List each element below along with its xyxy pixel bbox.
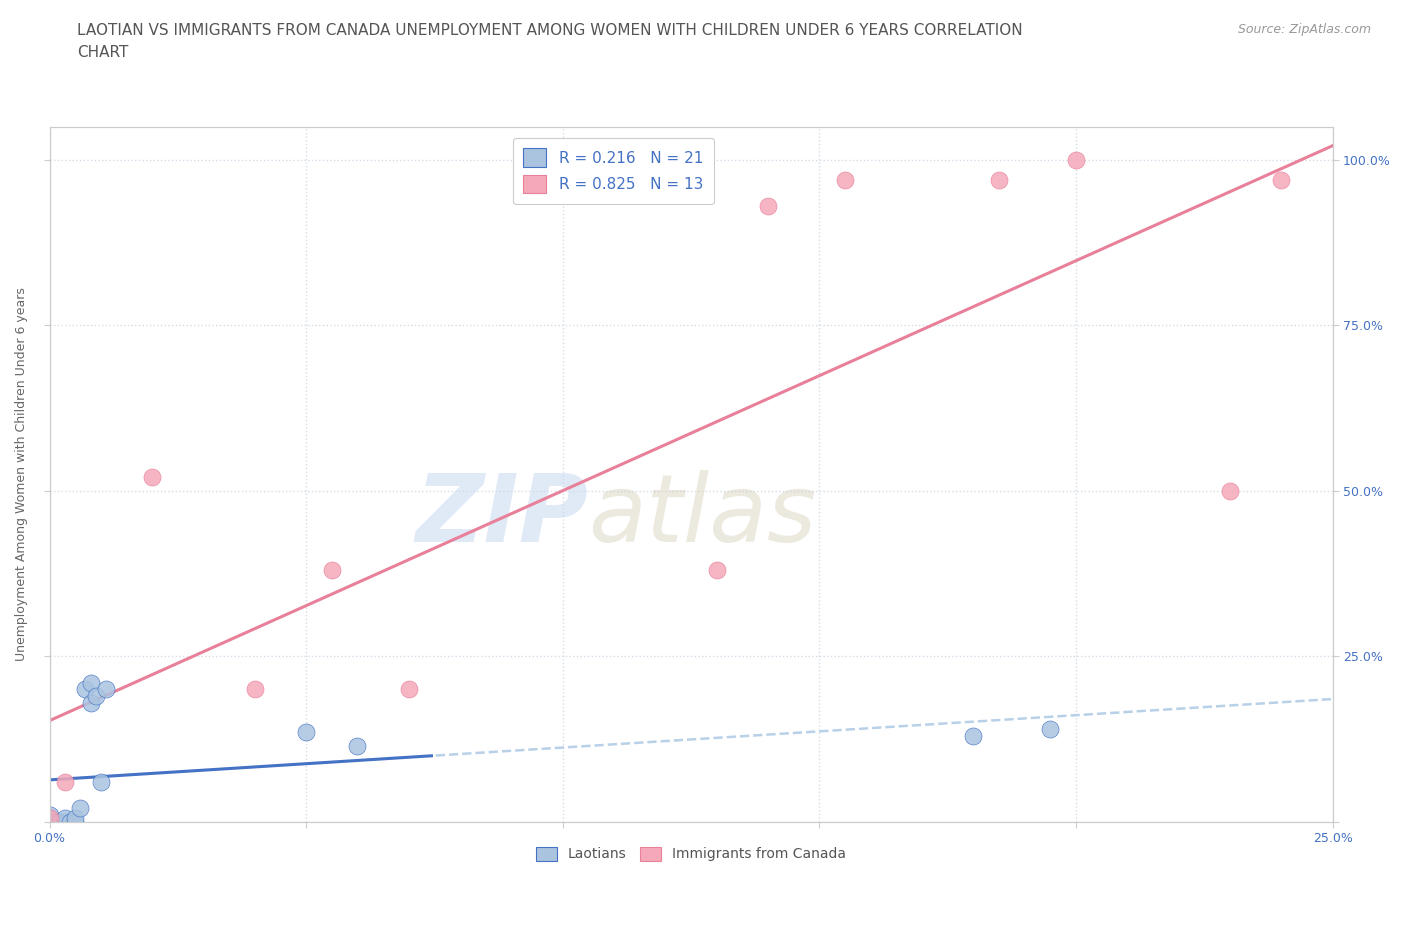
- Point: [84, 688, 107, 703]
- Text: ZIP: ZIP: [416, 470, 589, 562]
- Point: [346, 738, 368, 753]
- Point: [243, 682, 266, 697]
- Point: [398, 682, 420, 697]
- Text: atlas: atlas: [589, 471, 817, 562]
- Point: [53, 775, 76, 790]
- Point: [321, 563, 343, 578]
- Point: [141, 470, 163, 485]
- Point: [79, 675, 101, 690]
- Point: [988, 172, 1011, 187]
- Text: LAOTIAN VS IMMIGRANTS FROM CANADA UNEMPLOYMENT AMONG WOMEN WITH CHILDREN UNDER 6: LAOTIAN VS IMMIGRANTS FROM CANADA UNEMPL…: [77, 23, 1024, 60]
- Point: [38, 815, 60, 830]
- Point: [94, 682, 117, 697]
- Point: [38, 811, 60, 826]
- Point: [1219, 484, 1241, 498]
- Point: [1039, 722, 1062, 737]
- Text: Source: ZipAtlas.com: Source: ZipAtlas.com: [1237, 23, 1371, 36]
- Point: [53, 811, 76, 826]
- Point: [756, 199, 779, 214]
- Legend: Laotians, Immigrants from Canada: Laotians, Immigrants from Canada: [530, 841, 852, 867]
- Point: [79, 695, 101, 710]
- Point: [1270, 172, 1292, 187]
- Point: [90, 775, 112, 790]
- Point: [38, 807, 60, 822]
- Point: [44, 815, 66, 830]
- Point: [49, 815, 72, 830]
- Point: [706, 563, 728, 578]
- Point: [59, 815, 82, 830]
- Point: [834, 172, 856, 187]
- Point: [75, 682, 97, 697]
- Point: [63, 811, 86, 826]
- Point: [1064, 153, 1087, 167]
- Point: [38, 811, 60, 826]
- Point: [962, 728, 984, 743]
- Point: [69, 801, 91, 816]
- Point: [53, 815, 76, 830]
- Point: [63, 815, 86, 830]
- Y-axis label: Unemployment Among Women with Children Under 6 years: Unemployment Among Women with Children U…: [15, 287, 28, 661]
- Point: [295, 724, 318, 739]
